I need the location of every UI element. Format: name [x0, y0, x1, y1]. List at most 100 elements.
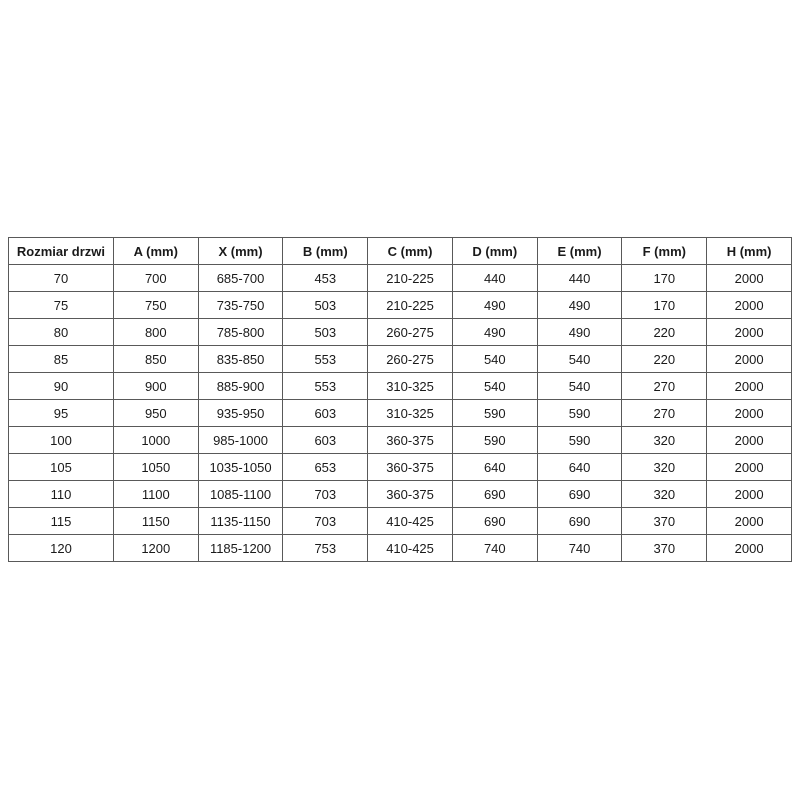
table-cell: 2000 — [706, 507, 792, 535]
table-cell: 270 — [621, 372, 708, 400]
table-cell: 885-900 — [197, 372, 284, 400]
table-cell: 2000 — [706, 291, 792, 319]
table-cell: 503 — [282, 291, 369, 319]
column-header: B (mm) — [282, 237, 369, 265]
table-cell: 410-425 — [367, 507, 453, 535]
table-cell: 360-375 — [367, 480, 453, 508]
table-cell: 440 — [451, 264, 538, 292]
table-body: 70 700 685-700 453 210-225 440 440 170 2000 75 750… — [8, 264, 792, 562]
table-cell: 310-325 — [367, 372, 453, 400]
door-size-table-container: Rozmiar drzwi A (mm) X (mm) B (mm) C (mm) D (… — [8, 237, 792, 562]
table-cell: 2000 — [706, 318, 792, 346]
table-cell: 410-425 — [367, 534, 453, 562]
table-cell: 1100 — [112, 480, 199, 508]
column-header: X (mm) — [197, 237, 284, 265]
table-cell: 85 — [8, 345, 114, 373]
table-cell: 1085-1100 — [197, 480, 284, 508]
table-row: 105 1050 1035-1050 653 360-375 640 640 320 2000 — [8, 453, 792, 481]
table-cell: 80 — [8, 318, 114, 346]
table-row: 85 850 835-850 553 260-275 540 540 220 2000 — [8, 345, 792, 373]
table-cell: 590 — [536, 399, 623, 427]
table-cell: 540 — [536, 345, 623, 373]
table-cell: 2000 — [706, 534, 792, 562]
table-cell: 2000 — [706, 480, 792, 508]
table-cell: 370 — [621, 507, 708, 535]
table-cell: 210-225 — [367, 291, 453, 319]
table-cell: 640 — [536, 453, 623, 481]
table-cell: 540 — [536, 372, 623, 400]
table-cell: 950 — [112, 399, 199, 427]
table-cell: 850 — [112, 345, 199, 373]
table-cell: 90 — [8, 372, 114, 400]
table-cell: 1000 — [112, 426, 199, 454]
table-cell: 590 — [451, 426, 538, 454]
table-row: 115 1150 1135-1150 703 410-425 690 690 370 2000 — [8, 507, 792, 535]
column-header: D (mm) — [451, 237, 538, 265]
table-cell: 603 — [282, 399, 369, 427]
table-cell: 553 — [282, 372, 369, 400]
table-cell: 120 — [8, 534, 114, 562]
table-cell: 750 — [112, 291, 199, 319]
table-cell: 440 — [536, 264, 623, 292]
table-cell: 75 — [8, 291, 114, 319]
table-cell: 740 — [451, 534, 538, 562]
column-header: Rozmiar drzwi — [8, 237, 114, 265]
table-cell: 320 — [621, 453, 708, 481]
table-cell: 590 — [451, 399, 538, 427]
table-cell: 95 — [8, 399, 114, 427]
table-cell: 310-325 — [367, 399, 453, 427]
table-cell: 2000 — [706, 345, 792, 373]
table-cell: 260-275 — [367, 345, 453, 373]
table-header-row: Rozmiar drzwi A (mm) X (mm) B (mm) C (mm) D (… — [8, 237, 792, 265]
table-cell: 690 — [536, 507, 623, 535]
table-cell: 1050 — [112, 453, 199, 481]
table-cell: 835-850 — [197, 345, 284, 373]
table-row: 110 1100 1085-1100 703 360-375 690 690 320 2000 — [8, 480, 792, 508]
table-cell: 260-275 — [367, 318, 453, 346]
table-cell: 653 — [282, 453, 369, 481]
table-cell: 540 — [451, 345, 538, 373]
table-cell: 105 — [8, 453, 114, 481]
table-cell: 685-700 — [197, 264, 284, 292]
table-cell: 70 — [8, 264, 114, 292]
table-cell: 453 — [282, 264, 369, 292]
table-cell: 1185-1200 — [197, 534, 284, 562]
table-cell: 360-375 — [367, 453, 453, 481]
table-cell: 690 — [451, 480, 538, 508]
table-cell: 1135-1150 — [197, 507, 284, 535]
table-row: 80 800 785-800 503 260-275 490 490 220 2000 — [8, 318, 792, 346]
column-header: H (mm) — [706, 237, 792, 265]
table-cell: 360-375 — [367, 426, 453, 454]
table-cell: 935-950 — [197, 399, 284, 427]
table-cell: 270 — [621, 399, 708, 427]
table-cell: 320 — [621, 426, 708, 454]
column-header: E (mm) — [536, 237, 623, 265]
table-cell: 603 — [282, 426, 369, 454]
table-cell: 800 — [112, 318, 199, 346]
table-cell: 1150 — [112, 507, 199, 535]
table-cell: 170 — [621, 264, 708, 292]
table-cell: 220 — [621, 345, 708, 373]
table-cell: 540 — [451, 372, 538, 400]
column-header: A (mm) — [112, 237, 199, 265]
table-cell: 2000 — [706, 372, 792, 400]
table-cell: 210-225 — [367, 264, 453, 292]
table-cell: 100 — [8, 426, 114, 454]
table-cell: 490 — [451, 318, 538, 346]
table-cell: 690 — [451, 507, 538, 535]
table-cell: 985-1000 — [197, 426, 284, 454]
table-cell: 110 — [8, 480, 114, 508]
table-cell: 490 — [536, 318, 623, 346]
table-cell: 2000 — [706, 399, 792, 427]
table-cell: 503 — [282, 318, 369, 346]
table-cell: 753 — [282, 534, 369, 562]
table-cell: 2000 — [706, 453, 792, 481]
table-cell: 703 — [282, 480, 369, 508]
table-cell: 320 — [621, 480, 708, 508]
table-cell: 785-800 — [197, 318, 284, 346]
table-row: 90 900 885-900 553 310-325 540 540 270 2000 — [8, 372, 792, 400]
table-cell: 553 — [282, 345, 369, 373]
door-size-table: Rozmiar drzwi A (mm) X (mm) B (mm) C (mm) D (… — [8, 237, 792, 562]
table-row: 100 1000 985-1000 603 360-375 590 590 320 2000 — [8, 426, 792, 454]
